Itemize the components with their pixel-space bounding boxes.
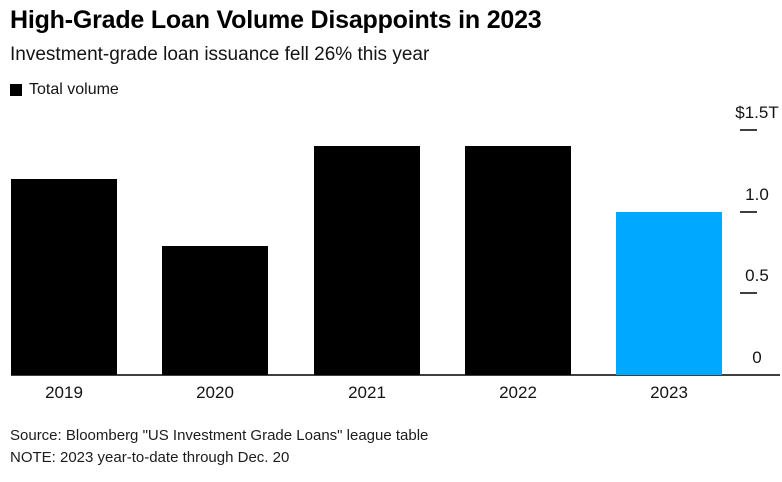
x-axis-label-2020: 2020	[196, 383, 234, 402]
y-axis-tick	[740, 129, 757, 131]
y-axis-label: 0	[752, 348, 762, 367]
y-axis-label: $1.5T	[735, 103, 779, 122]
bar-2020	[162, 245, 268, 375]
y-axis-tick	[740, 292, 757, 295]
legend-label: Total volume	[29, 81, 119, 98]
bar-2022	[465, 146, 571, 375]
chart-subtitle: Investment-grade loan issuance fell 26% …	[10, 44, 430, 65]
y-axis-label: 1.0	[745, 184, 769, 204]
legend-swatch-icon	[10, 84, 22, 96]
footer-notes: Source: Bloomberg "US Investment Grade L…	[10, 425, 428, 469]
x-axis-label-2022: 2022	[499, 383, 537, 402]
bar-2023	[616, 211, 722, 375]
note-line: NOTE: 2023 year-to-date through Dec. 20	[10, 449, 290, 466]
legend: Total volume	[10, 81, 119, 99]
bar-2019	[11, 179, 117, 375]
bar-2021	[314, 146, 420, 375]
x-axis-label-2021: 2021	[348, 383, 386, 402]
x-axis-line	[11, 374, 780, 376]
x-axis-label-2019: 2019	[45, 383, 83, 402]
y-axis-label: 0.5	[745, 266, 769, 286]
source-line: Source: Bloomberg "US Investment Grade L…	[10, 427, 429, 444]
y-axis-tick	[740, 210, 757, 213]
chart-title: High-Grade Loan Volume Disappoints in 20…	[10, 6, 542, 34]
x-axis-label-2023: 2023	[650, 383, 688, 402]
